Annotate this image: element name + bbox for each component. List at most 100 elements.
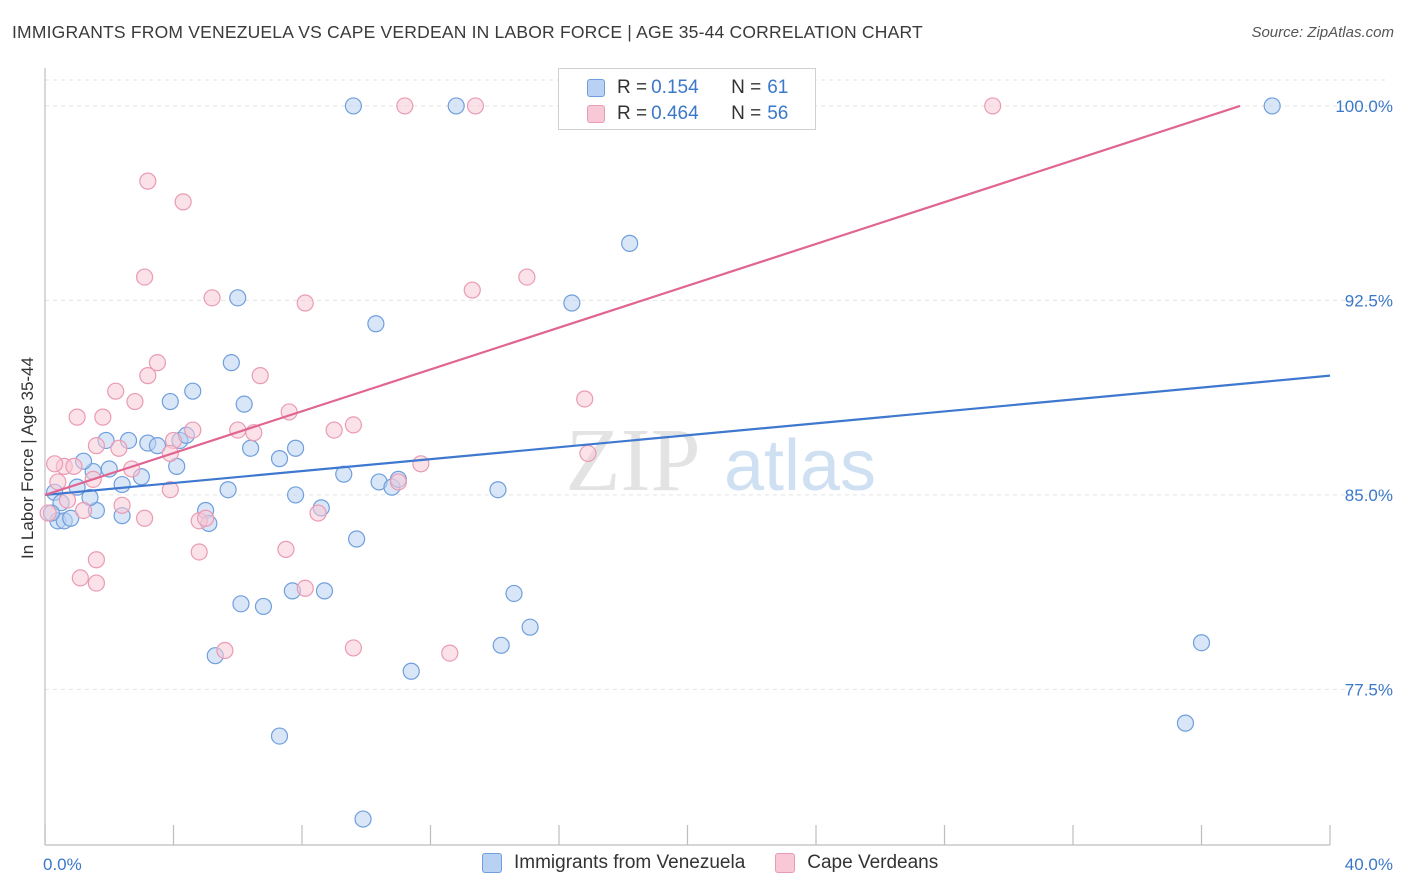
venezuela-point bbox=[402, 662, 420, 680]
venezuela-point bbox=[254, 597, 273, 616]
venezuela-point bbox=[219, 481, 237, 499]
venezuela-point bbox=[286, 439, 305, 457]
venezuela-point bbox=[232, 595, 250, 613]
cape-verdean-point bbox=[39, 504, 57, 522]
legend-item-cape-verdean: Cape Verdeans bbox=[775, 852, 938, 874]
legend-label-venezuela: Immigrants from Venezuela bbox=[514, 852, 746, 873]
venezuela-point bbox=[367, 315, 385, 333]
cape-verdean-point bbox=[135, 509, 154, 527]
legend-row-venezuela: R = 0.154 N = 61 bbox=[559, 75, 788, 101]
venezuela-point bbox=[270, 727, 289, 745]
y-axis-label: In Labor Force | Age 35-44 bbox=[18, 357, 37, 559]
cape-verdean-point bbox=[197, 509, 215, 527]
venezuela-point bbox=[489, 481, 507, 499]
cape-verdean-point bbox=[107, 382, 125, 400]
series-legend: Immigrants from Venezuela Cape Verdeans bbox=[482, 852, 968, 874]
cape-verdean-point bbox=[161, 481, 179, 499]
venezuela-point bbox=[62, 509, 80, 527]
cape-verdean-point bbox=[139, 172, 157, 190]
venezuela-point bbox=[354, 810, 372, 828]
venezuela-point bbox=[447, 97, 465, 115]
cape-verdean-legend-swatch bbox=[775, 853, 796, 873]
cape-verdean-point bbox=[463, 281, 481, 299]
cape-verdean-point bbox=[65, 457, 83, 475]
venezuela-point bbox=[344, 97, 362, 115]
cape-verdean-point bbox=[309, 504, 327, 522]
r-value: 0.154 bbox=[651, 77, 699, 98]
cape-verdean-point bbox=[576, 390, 594, 408]
cape-verdean-point bbox=[190, 543, 208, 561]
y-tick-label: 85.0% bbox=[1345, 486, 1393, 505]
cape-verdean-point bbox=[139, 367, 157, 385]
venezuela-point bbox=[1192, 634, 1211, 652]
venezuela-point bbox=[505, 584, 523, 603]
cape-verdean-point bbox=[296, 294, 314, 312]
cape-verdean-point bbox=[579, 444, 597, 463]
cape-verdean-point bbox=[412, 455, 430, 473]
venezuela-point bbox=[229, 289, 247, 307]
cape-verdean-point bbox=[984, 97, 1002, 115]
x-tick-label: 0.0% bbox=[43, 855, 82, 874]
cape-verdean-point bbox=[46, 455, 64, 473]
n-label: N = bbox=[731, 103, 762, 124]
cape-verdean-point bbox=[296, 579, 314, 597]
n-value: 61 bbox=[767, 77, 789, 98]
cape-verdean-point bbox=[71, 569, 89, 587]
venezuela-point bbox=[621, 234, 639, 252]
y-tick-label: 100.0% bbox=[1335, 97, 1393, 116]
r-value: 0.464 bbox=[651, 103, 699, 124]
cape-verdean-point bbox=[518, 268, 536, 286]
venezuela-point bbox=[1263, 97, 1281, 115]
venezuela-point bbox=[1176, 714, 1195, 732]
venezuela-legend-swatch bbox=[482, 853, 502, 873]
cape-verdean-point bbox=[203, 289, 221, 307]
venezuela-point bbox=[286, 486, 305, 504]
venezuela-point bbox=[348, 530, 366, 548]
cape-verdean-point bbox=[466, 97, 485, 115]
cape-verdean-point bbox=[277, 540, 295, 558]
venezuela-point bbox=[148, 437, 167, 455]
cape-verdean-point bbox=[396, 97, 414, 115]
cape-verdean-point bbox=[49, 473, 67, 491]
chart-title: IMMIGRANTS FROM VENEZUELA VS CAPE VERDEA… bbox=[12, 22, 923, 42]
venezuela-trend-line bbox=[44, 374, 1331, 497]
cape-verdean-point bbox=[174, 193, 192, 211]
cape-verdean-point bbox=[87, 574, 106, 592]
venezuela-point bbox=[161, 392, 179, 411]
cape-verdean-point bbox=[68, 408, 86, 426]
cape-verdean-point bbox=[389, 473, 407, 491]
legend-item-venezuela: Immigrants from Venezuela bbox=[482, 852, 745, 874]
cape-verdean-point bbox=[113, 496, 131, 514]
n-label: N = bbox=[731, 77, 762, 98]
cape-verdean-swatch bbox=[587, 105, 605, 123]
legend-row-cape-verdean: R = 0.464 N = 56 bbox=[559, 101, 788, 127]
r-label: R = bbox=[617, 77, 648, 98]
cape-verdean-point bbox=[184, 421, 202, 439]
venezuela-point bbox=[492, 636, 510, 654]
venezuela-point bbox=[563, 294, 581, 312]
cape-verdean-point bbox=[87, 551, 106, 569]
watermark-atlas: atlas bbox=[724, 426, 876, 506]
venezuela-point bbox=[222, 354, 240, 372]
cape-verdean-point bbox=[344, 416, 362, 434]
cape-verdean-point bbox=[344, 639, 362, 657]
cape-verdean-point bbox=[216, 641, 234, 660]
cape-verdean-point bbox=[94, 408, 112, 426]
y-tick-label: 77.5% bbox=[1345, 680, 1393, 699]
n-value: 56 bbox=[767, 103, 789, 124]
cape-verdean-point bbox=[110, 439, 128, 457]
cape-verdean-point bbox=[58, 491, 77, 509]
source-label: Source: ZipAtlas.com bbox=[1251, 24, 1394, 41]
legend-label-cape-verdean: Cape Verdeans bbox=[807, 852, 939, 873]
cape-verdean-point bbox=[325, 421, 343, 439]
cape-verdean-point bbox=[87, 437, 106, 455]
cape-verdean-point bbox=[441, 644, 459, 662]
cape-verdean-point bbox=[251, 367, 269, 385]
venezuela-point bbox=[242, 439, 260, 457]
correlation-legend: R = 0.154 N = 61 R = 0.464 N = 56 bbox=[558, 68, 816, 130]
cape-verdean-point bbox=[126, 392, 144, 411]
x-tick-label: 40.0% bbox=[1345, 855, 1393, 874]
cape-verdean-point bbox=[148, 354, 167, 372]
venezuela-point bbox=[270, 450, 289, 468]
